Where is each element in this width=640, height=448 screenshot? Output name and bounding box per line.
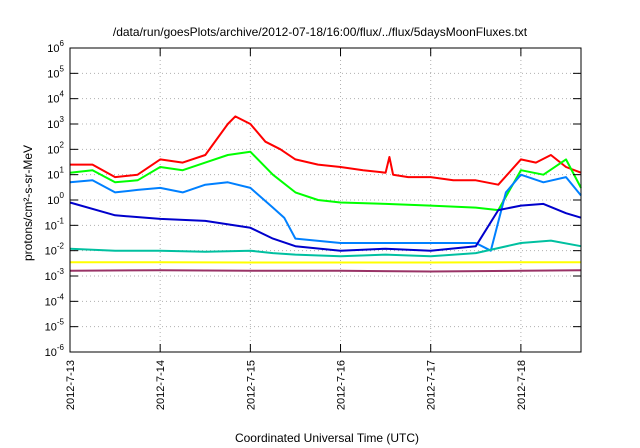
- y-tick-exponent: 4: [60, 90, 65, 99]
- y-tick-base: 10: [47, 144, 59, 156]
- y-tick-label: 10-6: [45, 343, 65, 359]
- x-tick-label: 2012-7-17: [426, 360, 438, 410]
- y-tick-base: 10: [45, 220, 57, 232]
- y-tick-exponent: -4: [57, 292, 65, 301]
- x-tick-label: 2012-7-13: [65, 360, 77, 410]
- x-axis-title: Coordinated Universal Time (UTC): [235, 431, 419, 445]
- y-tick-exponent: -1: [57, 216, 65, 225]
- y-tick-label: 104: [47, 90, 64, 106]
- y-tick-label: 105: [47, 64, 64, 80]
- y-tick-exponent: 6: [60, 39, 65, 48]
- y-tick-label: 10-5: [45, 318, 65, 334]
- y-tick-base: 10: [45, 322, 57, 334]
- y-tick-label: 10-3: [45, 267, 65, 283]
- y-tick-label: 103: [47, 115, 64, 131]
- series-line-4: [69, 201, 582, 252]
- y-tick-base: 10: [47, 68, 59, 80]
- y-tick-exponent: 5: [60, 64, 65, 73]
- y-tick-exponent: 0: [60, 191, 65, 200]
- series-group: [69, 115, 582, 273]
- x-tick-label: 2012-7-18: [516, 360, 528, 410]
- y-tick-base: 10: [45, 246, 57, 258]
- y-tick-base: 10: [47, 195, 59, 207]
- y-tick-base: 10: [45, 296, 57, 308]
- y-tick-exponent: -3: [57, 267, 65, 276]
- y-tick-exponent: -6: [57, 343, 65, 352]
- grid: [70, 48, 581, 352]
- x-tick-label: 2012-7-14: [155, 360, 167, 410]
- ticks: 10-610-510-410-310-210-11001011021031041…: [45, 39, 581, 410]
- y-tick-base: 10: [47, 43, 59, 55]
- y-tick-label: 10-1: [45, 216, 65, 232]
- y-tick-base: 10: [47, 94, 59, 106]
- y-tick-label: 106: [47, 39, 64, 55]
- y-axis-title: protons/cm²-s-sr-MeV: [21, 145, 35, 261]
- y-tick-exponent: -2: [57, 242, 65, 251]
- y-tick-exponent: 3: [60, 115, 65, 124]
- series-line-5: [69, 239, 582, 258]
- y-tick-exponent: -5: [57, 318, 65, 327]
- y-tick-label: 101: [47, 166, 64, 182]
- chart-title: /data/run/goesPlots/archive/2012-07-18/1…: [113, 25, 528, 39]
- series-line-3: [69, 173, 582, 252]
- y-tick-label: 10-4: [45, 292, 65, 308]
- y-tick-base: 10: [47, 170, 59, 182]
- y-tick-exponent: 1: [60, 166, 65, 175]
- y-tick-base: 10: [45, 271, 57, 283]
- y-tick-label: 10-2: [45, 242, 65, 258]
- series-line-1: [70, 115, 582, 186]
- y-tick-base: 10: [45, 347, 57, 359]
- x-tick-label: 2012-7-15: [245, 360, 257, 410]
- x-tick-label: 2012-7-16: [336, 360, 348, 410]
- y-tick-label: 102: [47, 140, 64, 156]
- y-tick-base: 10: [47, 119, 59, 131]
- y-tick-exponent: 2: [60, 140, 65, 149]
- series-line-7: [69, 269, 582, 273]
- y-tick-label: 100: [47, 191, 64, 207]
